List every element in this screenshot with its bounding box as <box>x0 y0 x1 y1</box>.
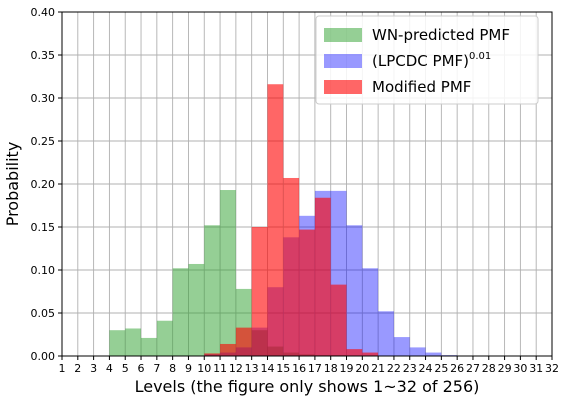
y-tick-label: 0.05 <box>31 307 56 320</box>
bar-series-0-level-4 <box>109 330 126 356</box>
x-tick-label: 21 <box>371 362 385 375</box>
x-tick-label: 9 <box>185 362 192 375</box>
bar-series-2-level-19 <box>346 349 363 356</box>
bar-series-0-level-6 <box>141 337 157 356</box>
legend-swatch-modified <box>324 80 362 94</box>
legend-label-lpcdc-sup: 0.01 <box>469 51 491 62</box>
bar-series-2-level-16 <box>299 229 315 356</box>
legend-label-lpcdc-main: (LPCDC PMF) <box>372 52 469 70</box>
legend-label-lpcdc: (LPCDC PMF)0.01 <box>372 51 491 70</box>
x-tick-label: 18 <box>324 362 338 375</box>
y-tick-label: 0.25 <box>31 135 56 148</box>
x-tick-label: 14 <box>260 362 274 375</box>
x-tick-label: 27 <box>466 362 480 375</box>
x-tick-label: 29 <box>498 362 512 375</box>
y-tick-label: 0.00 <box>31 350 56 363</box>
x-tick-label: 19 <box>340 362 354 375</box>
bar-series-1-level-21 <box>378 311 394 356</box>
x-tick-label: 8 <box>169 362 176 375</box>
bar-series-1-level-19 <box>346 225 363 356</box>
bar-series-2-level-17 <box>314 197 331 356</box>
y-tick-label: 0.35 <box>31 49 56 62</box>
bar-series-2-level-15 <box>283 177 300 356</box>
y-tick-label: 0.10 <box>31 264 56 277</box>
y-tick-label: 0.20 <box>31 178 56 191</box>
bar-series-1-level-24 <box>425 352 442 356</box>
bar-series-1-level-20 <box>362 268 379 356</box>
x-tick-label: 5 <box>122 362 129 375</box>
legend-box <box>315 15 539 105</box>
x-tick-label: 4 <box>106 362 113 375</box>
bar-series-2-level-11 <box>220 343 236 356</box>
x-tick-label: 28 <box>482 362 496 375</box>
x-tick-label: 12 <box>229 362 243 375</box>
bar-series-0-level-9 <box>188 263 205 356</box>
legend-swatch-lpcdc <box>324 54 362 68</box>
bar-series-1-level-23 <box>409 347 426 356</box>
x-tick-label: 30 <box>513 362 527 375</box>
y-tick-label: 0.30 <box>31 92 56 105</box>
x-axis-ticks: 1 2 3 4 5 6 7 8 9 10 11 12 13 14 15 16 17 18 19 20 21 22 23 24 2… <box>59 356 559 375</box>
x-tick-label: 24 <box>419 362 433 375</box>
x-tick-label: 32 <box>545 362 559 375</box>
bar-series-0-level-7 <box>156 320 173 356</box>
bar-series-2-level-13 <box>251 227 268 356</box>
bar-series-2-level-12 <box>235 327 252 356</box>
x-tick-label: 16 <box>292 362 306 375</box>
bar-series-2-level-10 <box>204 353 221 356</box>
bars <box>109 84 458 357</box>
x-tick-label: 23 <box>403 362 417 375</box>
bar-series-0-level-5 <box>125 328 142 356</box>
y-axis-label: Probability <box>3 142 22 227</box>
bar-series-0-level-8 <box>172 268 189 356</box>
x-tick-label: 25 <box>434 362 448 375</box>
x-tick-label: 6 <box>138 362 145 375</box>
legend-swatch-wn <box>324 28 362 42</box>
legend-label-modified: Modified PMF <box>372 78 471 96</box>
bar-series-2-level-20 <box>362 352 379 356</box>
y-tick-label: 0.40 <box>31 6 56 19</box>
bar-series-1-level-22 <box>393 337 410 356</box>
y-tick-label: 0.15 <box>31 221 56 234</box>
x-tick-label: 26 <box>450 362 464 375</box>
x-tick-label: 2 <box>74 362 81 375</box>
x-tick-label: 22 <box>387 362 401 375</box>
legend-label-wn: WN-predicted PMF <box>372 26 510 44</box>
x-tick-label: 31 <box>529 362 543 375</box>
x-tick-label: 10 <box>197 362 211 375</box>
x-tick-label: 7 <box>153 362 160 375</box>
x-tick-label: 20 <box>355 362 369 375</box>
bar-series-0-level-11 <box>220 190 236 356</box>
x-tick-label: 1 <box>59 362 66 375</box>
y-axis-ticks: 0.00 0.05 0.10 0.15 0.20 0.25 0.30 0.35 0.40 <box>31 6 62 363</box>
x-tick-label: 15 <box>276 362 290 375</box>
bar-series-0-level-10 <box>204 225 221 356</box>
legend: WN-predicted PMF (LPCDC PMF)0.01 Modifie… <box>315 15 539 105</box>
x-axis-label: Levels (the figure only shows 1~32 of 25… <box>135 377 480 396</box>
x-tick-label: 3 <box>90 362 97 375</box>
bar-series-2-level-14 <box>267 84 284 357</box>
x-tick-label: 11 <box>213 362 227 375</box>
x-tick-label: 17 <box>308 362 322 375</box>
bar-series-2-level-18 <box>330 284 347 356</box>
x-tick-label: 13 <box>245 362 259 375</box>
